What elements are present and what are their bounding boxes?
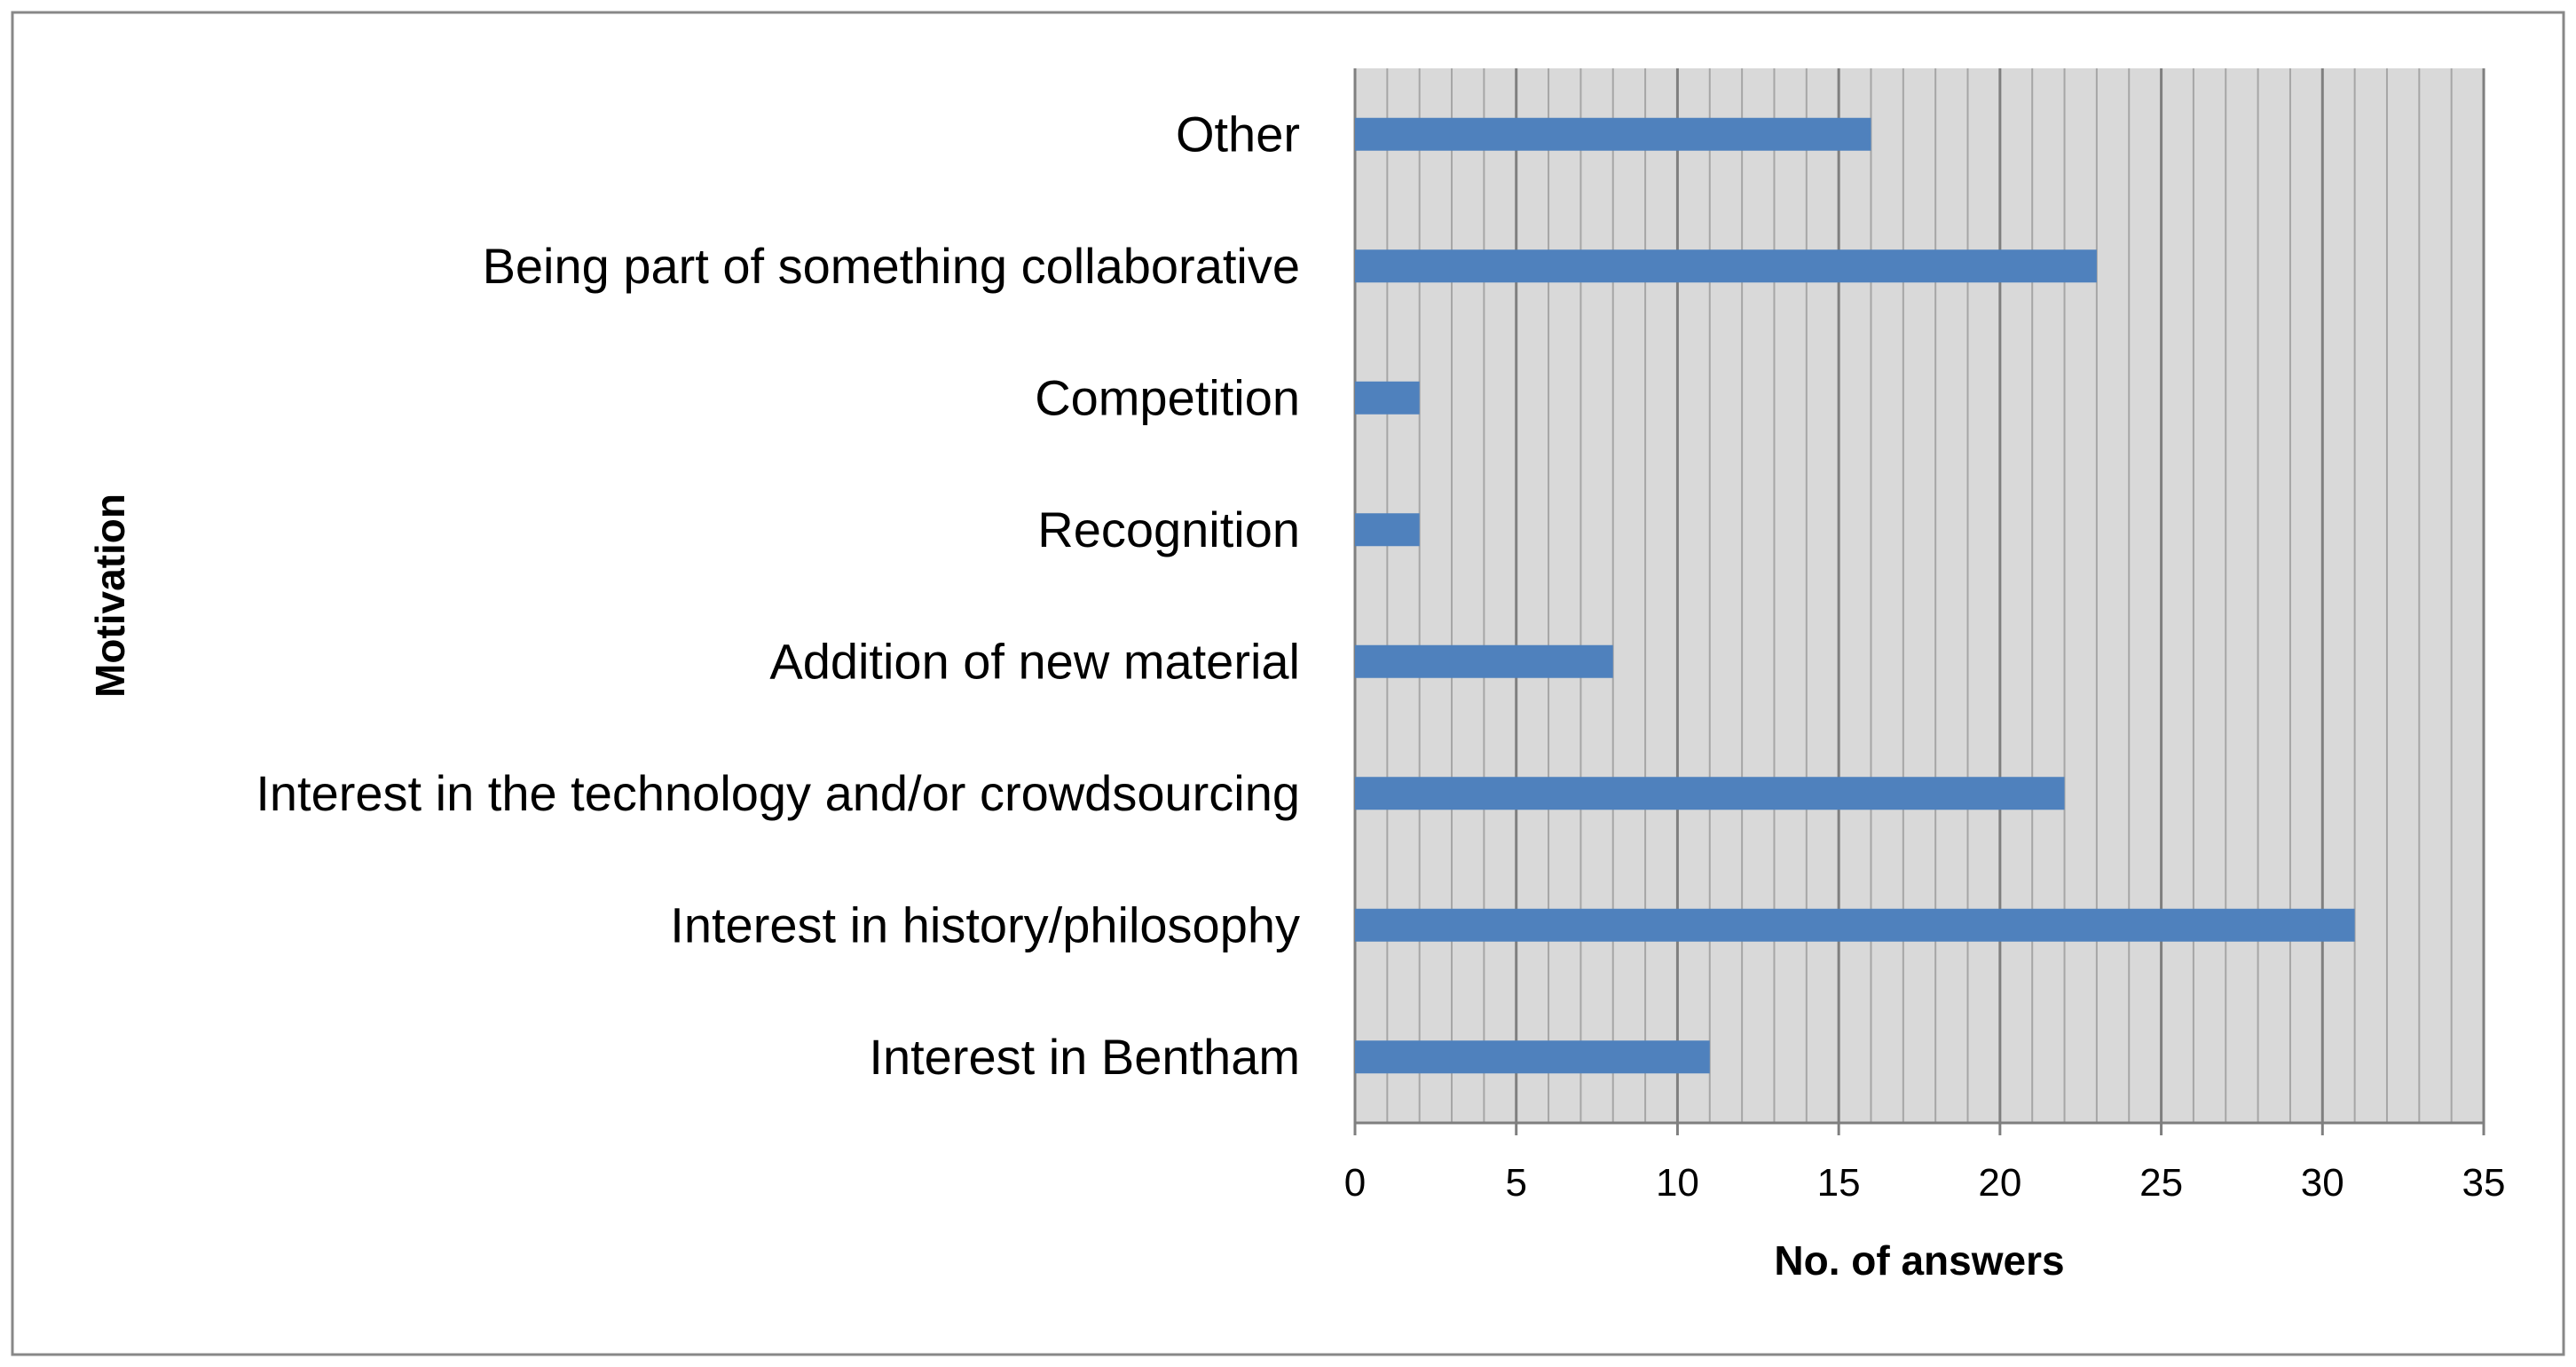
bar xyxy=(1355,117,1871,151)
x-tick-label: 35 xyxy=(2462,1161,2506,1205)
category-labels: Other Being part of something collaborati… xyxy=(256,106,1300,1085)
x-tick-label: 15 xyxy=(1817,1161,1861,1205)
plot-area xyxy=(1355,68,2484,1123)
x-axis-title: No. of answers xyxy=(1774,1237,2064,1284)
x-tick-label: 10 xyxy=(1656,1161,1699,1205)
bar xyxy=(1355,1040,1710,1074)
bar xyxy=(1355,644,1613,678)
axes xyxy=(1353,68,2485,1135)
category-label: Recognition xyxy=(1037,502,1300,557)
x-tick-label: 5 xyxy=(1505,1161,1526,1205)
bar xyxy=(1355,513,1420,547)
category-label: Interest in the technology and/or crowds… xyxy=(256,765,1300,821)
bar xyxy=(1355,249,2097,283)
category-label: Competition xyxy=(1035,369,1300,425)
bars xyxy=(1355,117,2355,1074)
x-tick-label: 30 xyxy=(2301,1161,2344,1205)
minor-gridlines xyxy=(1386,68,2453,1123)
x-tick-labels: 0 5 10 15 20 25 30 35 xyxy=(1344,1161,2506,1205)
category-label: Interest in Bentham xyxy=(869,1029,1300,1085)
bar xyxy=(1355,381,1420,415)
category-label: Being part of something collaborative xyxy=(483,238,1300,294)
category-label: Addition of new material xyxy=(769,633,1300,689)
y-axis-title: Motivation xyxy=(87,494,133,698)
category-label: Interest in history/philosophy xyxy=(670,897,1300,952)
x-tick-label: 20 xyxy=(1978,1161,2021,1205)
bar xyxy=(1355,908,2355,942)
category-label: Other xyxy=(1176,106,1300,162)
x-tick-label: 25 xyxy=(2139,1161,2183,1205)
x-tick-label: 0 xyxy=(1344,1161,1366,1205)
bar xyxy=(1355,777,2065,810)
